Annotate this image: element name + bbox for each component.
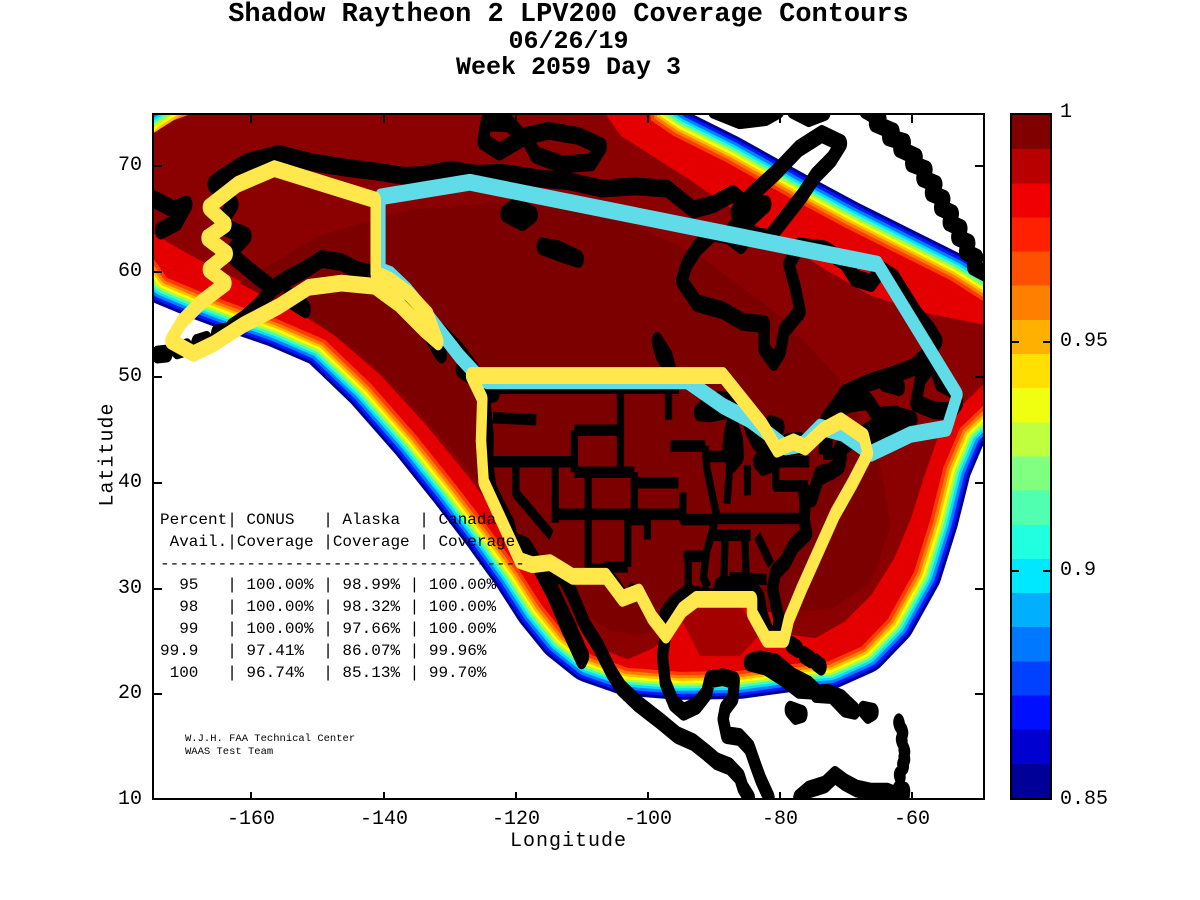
x-tick-label: -140 bbox=[359, 808, 408, 831]
x-tick-mark bbox=[647, 792, 649, 800]
table-separator: -------------------------------------- bbox=[160, 554, 525, 573]
bahamas bbox=[785, 635, 827, 676]
table-header-row: Avail.|Coverage |Coverage | Coverage bbox=[160, 532, 516, 551]
y-tick-mark-right bbox=[975, 482, 983, 484]
conus-service-volume-outline bbox=[465, 367, 874, 648]
y-tick-label: 40 bbox=[117, 471, 142, 494]
prince-edward-island bbox=[876, 405, 902, 425]
y-tick-label: 60 bbox=[117, 260, 142, 283]
lake-michigan bbox=[722, 413, 744, 473]
banks-island bbox=[477, 115, 529, 161]
anticosti-island bbox=[876, 369, 906, 397]
y-tick-mark bbox=[154, 165, 162, 167]
map-layers bbox=[154, 115, 983, 798]
figure-date: 06/26/19 bbox=[508, 27, 629, 56]
great-slave-lake bbox=[536, 237, 584, 268]
x-tick-mark-top bbox=[515, 115, 517, 123]
y-tick-mark-right bbox=[975, 588, 983, 590]
colorbar-tick-mark bbox=[1043, 341, 1050, 343]
colorbar-tick-label: 0.95 bbox=[1060, 330, 1109, 353]
y-tick-mark-right bbox=[975, 693, 983, 695]
table-row: 99 | 100.00% | 97.66% | 100.00% bbox=[160, 619, 497, 638]
long-island bbox=[814, 462, 838, 484]
table-header-row: Percent| CONUS | Alaska | Canada bbox=[160, 511, 497, 529]
credit-line: W.J.H. FAA Technical Center bbox=[185, 733, 356, 745]
y-tick-label: 10 bbox=[117, 788, 142, 811]
figure-title-block: Shadow Raytheon 2 LPV200 Coverage Contou… bbox=[152, 2, 985, 81]
coastlines bbox=[154, 115, 983, 798]
x-tick-mark bbox=[383, 792, 385, 800]
credit-block: W.J.H. FAA Technical Center WAAS Test Te… bbox=[185, 733, 355, 758]
arctic-archipelago-north bbox=[708, 115, 831, 130]
victoria-island bbox=[520, 121, 607, 174]
great-bear-lake bbox=[500, 197, 538, 232]
figure-week-day: Week 2059 Day 3 bbox=[455, 53, 682, 82]
y-tick-label: 70 bbox=[117, 154, 142, 177]
x-tick-mark bbox=[779, 792, 781, 800]
x-tick-mark-top bbox=[250, 115, 252, 123]
colorbar bbox=[1010, 113, 1052, 800]
x-tick-mark bbox=[250, 792, 252, 800]
table-row: 95 | 100.00% | 98.99% | 100.00% bbox=[160, 576, 497, 595]
map-plot-area bbox=[152, 113, 985, 800]
y-tick-mark-right bbox=[975, 376, 983, 378]
y-tick-label: 30 bbox=[117, 577, 142, 600]
x-tick-mark-top bbox=[911, 115, 913, 123]
colorbar-tick-label: 0.85 bbox=[1060, 788, 1109, 811]
x-tick-mark-top bbox=[383, 115, 385, 123]
x-tick-label: -80 bbox=[761, 808, 798, 831]
x-tick-label: -100 bbox=[623, 808, 672, 831]
y-axis-label: Latitude bbox=[96, 402, 120, 507]
y-tick-mark bbox=[154, 482, 162, 484]
coverage-map-svg bbox=[154, 115, 983, 798]
y-tick-mark-right bbox=[975, 165, 983, 167]
x-tick-mark-top bbox=[779, 115, 781, 123]
figure-title: Shadow Raytheon 2 LPV200 Coverage Contou… bbox=[228, 0, 909, 30]
colorbar-tick-label: 1 bbox=[1060, 101, 1073, 124]
x-tick-label: -160 bbox=[226, 808, 275, 831]
table-row: 99.9 | 97.41% | 86.07% | 99.96% bbox=[160, 641, 487, 660]
colorbar-tick-mark bbox=[1043, 570, 1050, 572]
x-tick-label: -60 bbox=[893, 808, 930, 831]
trinidad-venezuela-coast bbox=[793, 765, 911, 798]
colorbar-tick-mark bbox=[1012, 570, 1019, 572]
y-tick-mark bbox=[154, 588, 162, 590]
x-tick-mark bbox=[911, 792, 913, 800]
lesser-antilles bbox=[893, 713, 911, 786]
y-tick-mark-right bbox=[975, 271, 983, 273]
y-tick-mark bbox=[154, 376, 162, 378]
x-axis-label: Longitude bbox=[509, 830, 628, 853]
x-tick-label: -120 bbox=[491, 808, 540, 831]
availability-table: Percent| CONUS | Alaska | Canada Avail.|… bbox=[160, 510, 525, 684]
y-tick-label: 20 bbox=[117, 682, 142, 705]
chukotka-coast bbox=[154, 190, 193, 240]
nova-scotia bbox=[865, 407, 918, 452]
table-row: 100 | 96.74% | 85.13% | 99.70% bbox=[160, 663, 487, 682]
x-tick-mark-top bbox=[647, 115, 649, 123]
y-tick-mark bbox=[154, 693, 162, 695]
table-row: 98 | 100.00% | 98.32% | 100.00% bbox=[160, 598, 497, 617]
colorbar-tick-label: 0.9 bbox=[1060, 559, 1097, 582]
y-tick-mark bbox=[154, 271, 162, 273]
x-tick-mark bbox=[515, 792, 517, 800]
puerto-rico bbox=[857, 700, 879, 724]
jamaica bbox=[784, 700, 808, 725]
hispaniola bbox=[810, 683, 861, 720]
credit-line: WAAS Test Team bbox=[185, 745, 274, 758]
gulf-atlantic-coast bbox=[207, 144, 943, 798]
y-tick-label: 50 bbox=[117, 365, 142, 388]
alaska-service-volume-outline bbox=[165, 160, 444, 362]
greenland-coast bbox=[860, 115, 983, 282]
colorbar-tick-mark bbox=[1012, 341, 1019, 343]
